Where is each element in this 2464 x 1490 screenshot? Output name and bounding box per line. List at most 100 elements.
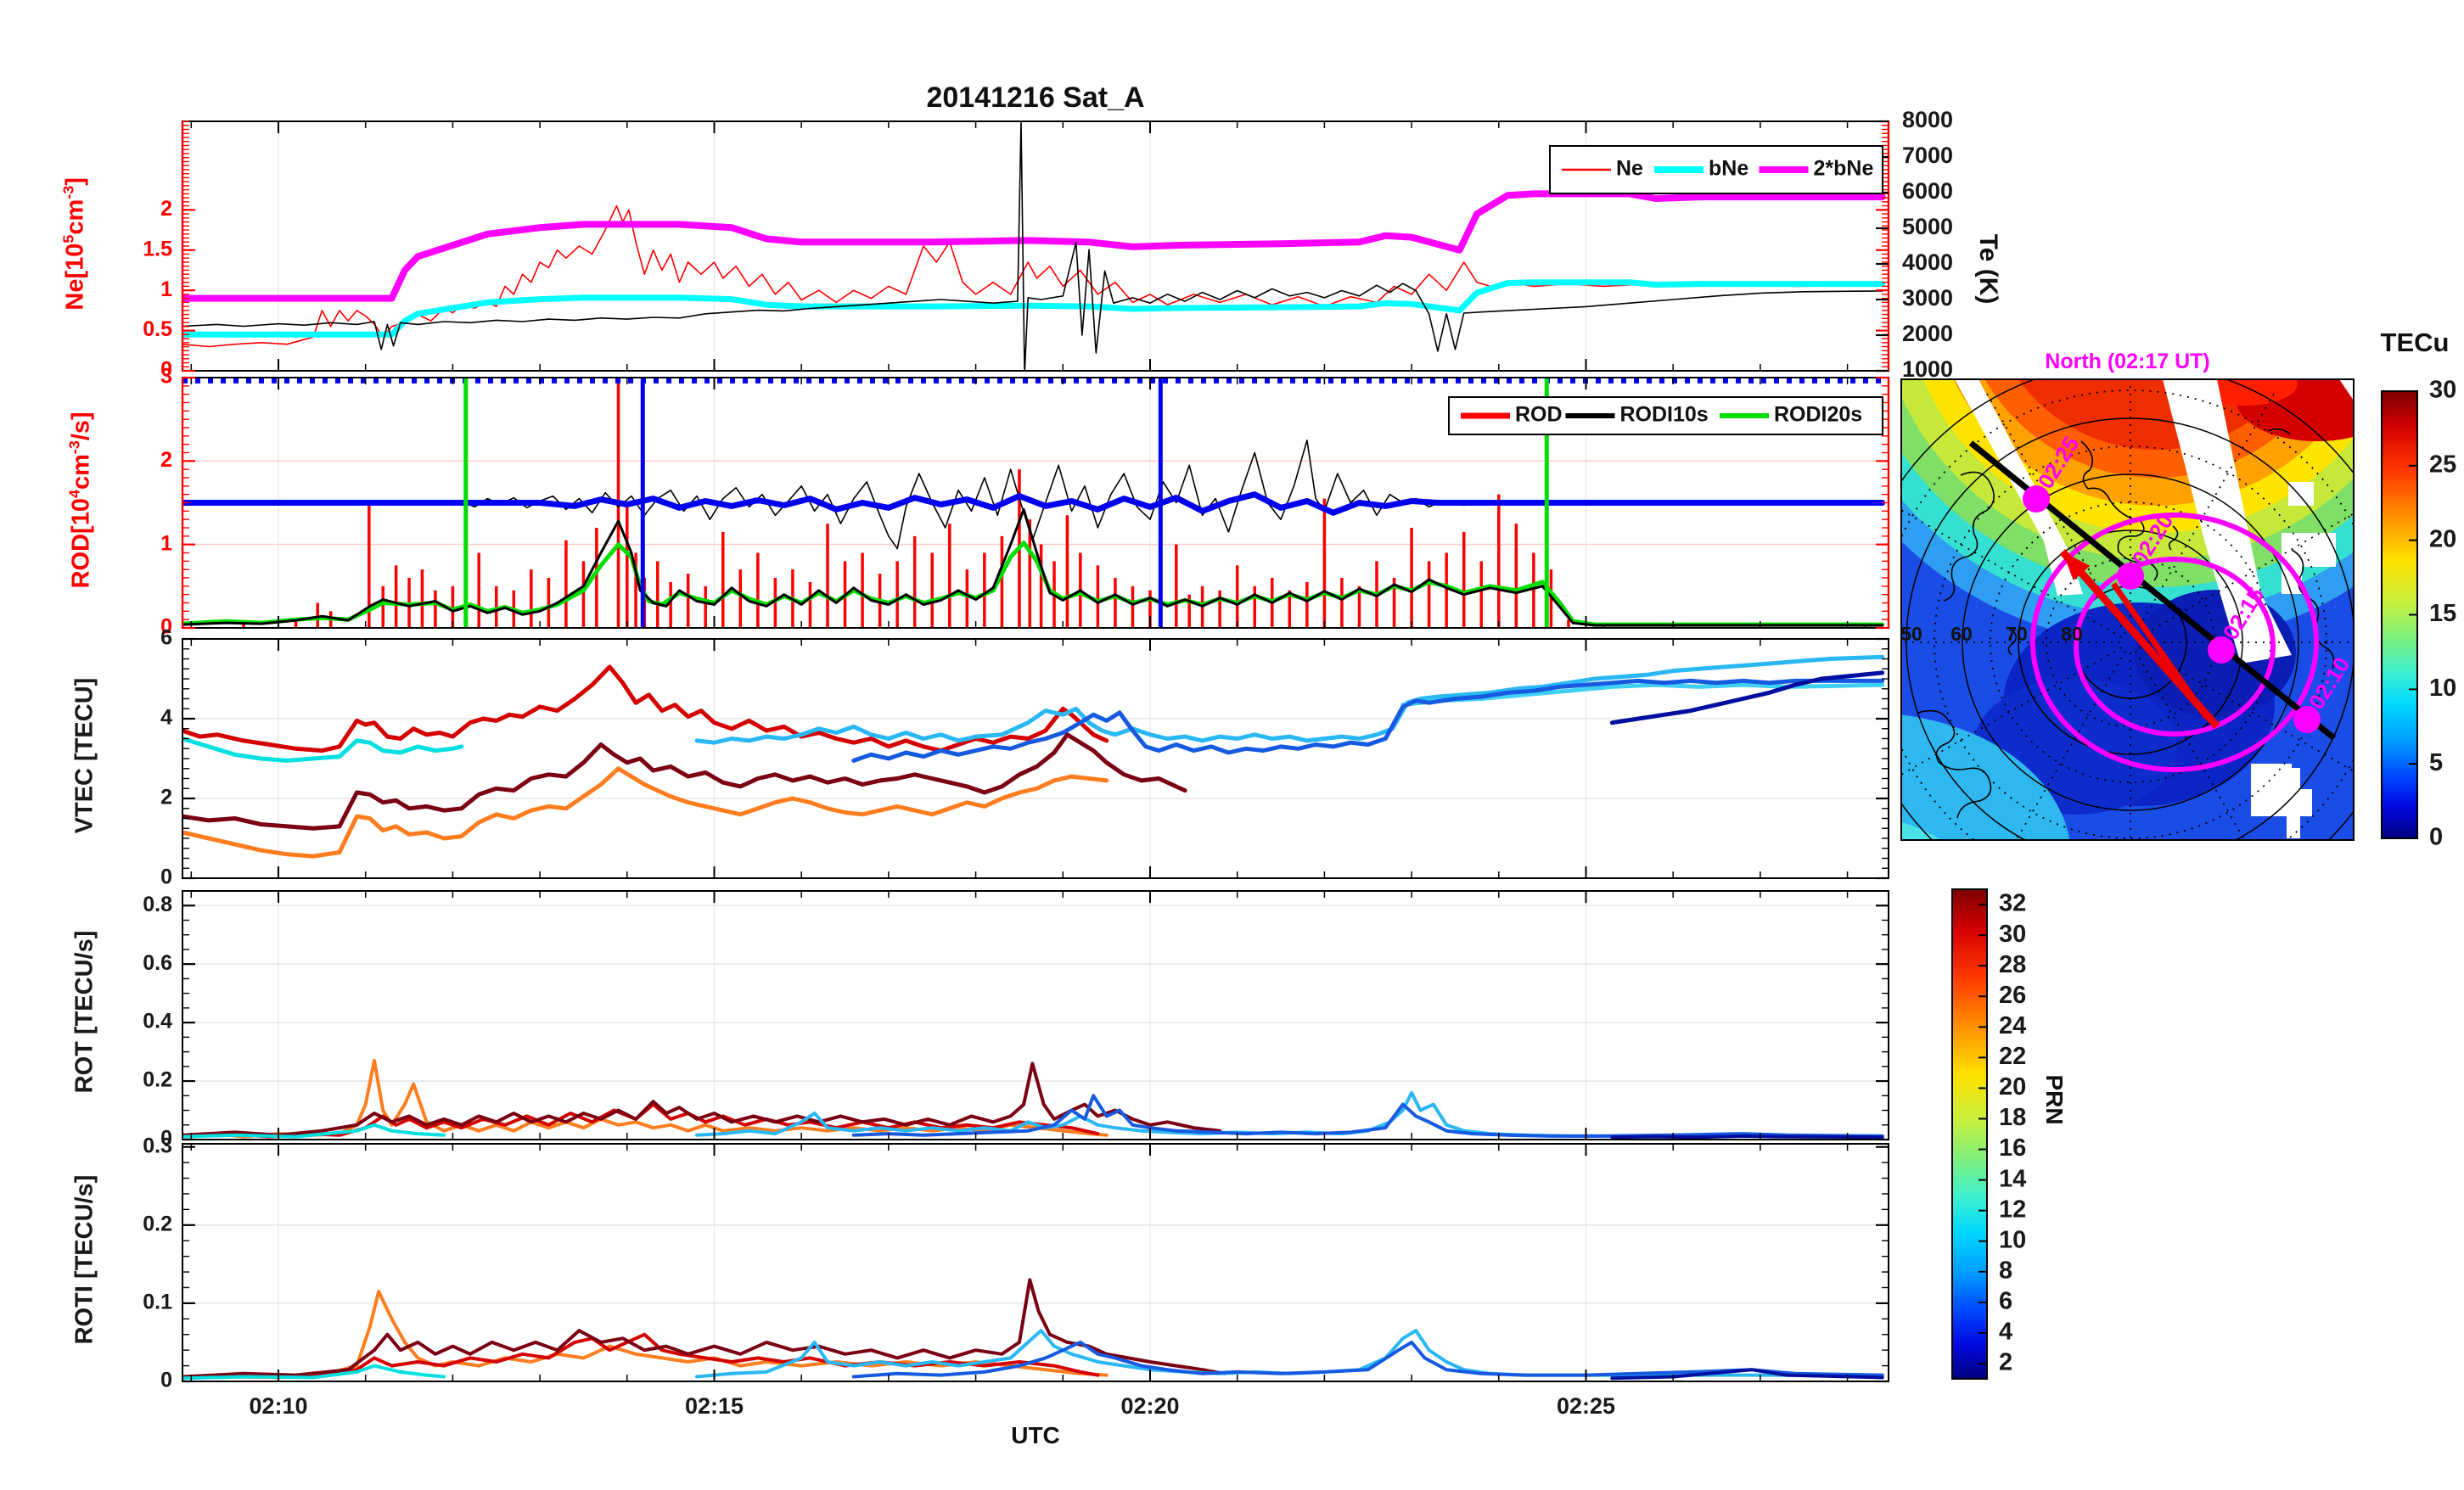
panel-vtec: 0 2 4 6 — [160, 626, 1889, 889]
latitude-label: 80 — [2061, 623, 2083, 645]
panel-frame — [182, 890, 1889, 1140]
x-tick-label: 02:10 — [249, 1393, 307, 1419]
drift-arrow-head — [2063, 552, 2091, 581]
y-tick-label: 2 — [160, 448, 172, 472]
series-PRN~2 — [1610, 1134, 1884, 1140]
y-tick-label: 0 — [160, 865, 172, 889]
series-PRN~10 — [695, 1090, 1884, 1138]
prn-colorbar-tick-label: 10 — [1999, 1226, 2026, 1253]
panel-rot: 0 0.2 0.4 0.6 0.8 — [143, 890, 1889, 1151]
y-tick-label: 3 — [160, 365, 172, 389]
panel-frame — [182, 1143, 1889, 1382]
x-tick-label: 02:15 — [685, 1393, 744, 1419]
coastline — [2291, 549, 2335, 669]
te-tick-label: 4000 — [1902, 249, 1953, 275]
series-PRN~5 — [851, 1094, 1884, 1138]
prn-colorbar-tick-label: 6 — [1999, 1288, 2012, 1315]
series-Te — [182, 121, 1883, 371]
highlight-ellipse — [2030, 513, 2319, 772]
highlight-ellipse — [2074, 557, 2276, 737]
tecu-colorbar-tick-label: 25 — [2429, 451, 2456, 478]
legend-box — [1448, 396, 1883, 435]
tecu-colorbar-tick-label: 10 — [2429, 675, 2456, 702]
x-axis-label: UTC — [1011, 1422, 1060, 1448]
no-data-patch — [2339, 379, 2354, 401]
tec-blob — [1901, 714, 2070, 840]
prn-colorbar-tick-label: 2 — [1999, 1349, 2012, 1376]
figure-title: 20141216 Sat_A — [926, 81, 1145, 114]
legend: Ne bNe 2*bNe — [1549, 145, 1883, 194]
series-PRN~10 — [694, 654, 1885, 745]
series-PRN~2 — [1609, 670, 1885, 725]
prn-colorbar-tick-label: 16 — [1999, 1134, 2026, 1162]
legend-label: 2*bNe — [1814, 157, 1874, 181]
y-tick-label: 0.2 — [143, 1212, 172, 1235]
time-dot — [2293, 706, 2321, 733]
prn-colorbar-tick-label: 18 — [1999, 1104, 2026, 1131]
series-PRN~10 — [695, 1329, 1884, 1379]
y-tick-label: 2 — [160, 197, 172, 221]
series-bNe — [182, 279, 1886, 338]
series-RODI10s-low — [182, 507, 1884, 627]
y-tick-label: 1.5 — [143, 237, 172, 260]
prn-colorbar-tick-label: 4 — [1999, 1319, 2012, 1346]
ylabel-roti: ROTI [TECU/s] — [71, 1090, 99, 1430]
tecu-colorbar-tick-label: 5 — [2429, 749, 2443, 776]
ylabel-te: Te (K) — [1974, 233, 2002, 305]
prn-colorbar-tick-label: 26 — [1999, 982, 2026, 1009]
tec-blob — [1901, 822, 1941, 840]
ylabel-part: ROTI [TECU/s] — [70, 1174, 98, 1345]
series-group — [182, 1278, 1884, 1381]
te-tick-label: 5000 — [1902, 214, 1953, 239]
ylabel-part: 5 — [59, 234, 77, 244]
x-tick-label: 02:20 — [1120, 1393, 1179, 1419]
no-data-patch — [1955, 379, 2083, 596]
no-data-patch — [2163, 379, 2292, 664]
series-PRN~13 — [182, 1364, 446, 1381]
series-threshold — [182, 491, 1886, 516]
tecu-colorbar-tick-label: 30 — [2429, 377, 2456, 404]
ylabel-part: ROD[10 — [67, 498, 95, 589]
te-tick-label: 7000 — [1902, 143, 1953, 168]
y-tick-label: 0.6 — [143, 951, 172, 975]
y-tick-label: 0.5 — [143, 317, 172, 341]
series-group — [182, 1058, 1884, 1140]
series-2*bNe — [182, 190, 1886, 302]
ylabel-part: -3 — [65, 440, 83, 455]
series-PRN~30 — [182, 732, 1187, 831]
prn-colorbar-tick-label: 24 — [1999, 1012, 2026, 1039]
tecu-colorbar-tick-label: 0 — [2429, 824, 2443, 851]
coastline — [2007, 629, 2017, 656]
series-PRN~5 — [851, 678, 1885, 763]
latitude-label: 50 — [1900, 623, 1922, 645]
time-dot — [2117, 563, 2144, 590]
graticule-spoke — [2015, 650, 2126, 840]
legend-label: RODI10s — [1620, 403, 1709, 427]
series-group — [182, 121, 1886, 371]
prn-colorbar-tick-label: 12 — [1999, 1196, 2026, 1223]
series-Ne — [182, 204, 1883, 348]
ylabel-part: -3 — [59, 185, 77, 199]
y-tick-label: 6 — [160, 626, 172, 650]
series-PRN~13 — [182, 737, 464, 763]
series-PRN~30 — [182, 1278, 1226, 1379]
prn-colorbar-tick-label: 14 — [1999, 1165, 2026, 1192]
y-tick-label: 0.2 — [143, 1068, 172, 1092]
te-tick-label: 8000 — [1902, 107, 1953, 132]
prn-colorbar-tick-label: 30 — [1999, 921, 2026, 948]
time-dot — [2023, 485, 2050, 513]
series-PRN~22 — [182, 766, 1109, 859]
y-tick-label: 0 — [160, 1369, 172, 1392]
map-title: North (02:17 UT) — [2045, 350, 2210, 373]
graticule-circle — [1962, 473, 2299, 811]
ylabel-part: ROT [TECU/s] — [70, 930, 98, 1094]
y-tick-label: 0 — [160, 615, 172, 639]
legend-label: ROD — [1515, 403, 1563, 427]
prn-colorbar-bar — [1951, 888, 1988, 1380]
series-PRN~2 — [1610, 1368, 1884, 1381]
te-tick-label: 6000 — [1902, 178, 1953, 204]
y-tick-label: 1 — [160, 531, 172, 555]
y-tick-label: 1 — [160, 277, 172, 301]
map-border — [1900, 378, 2355, 841]
